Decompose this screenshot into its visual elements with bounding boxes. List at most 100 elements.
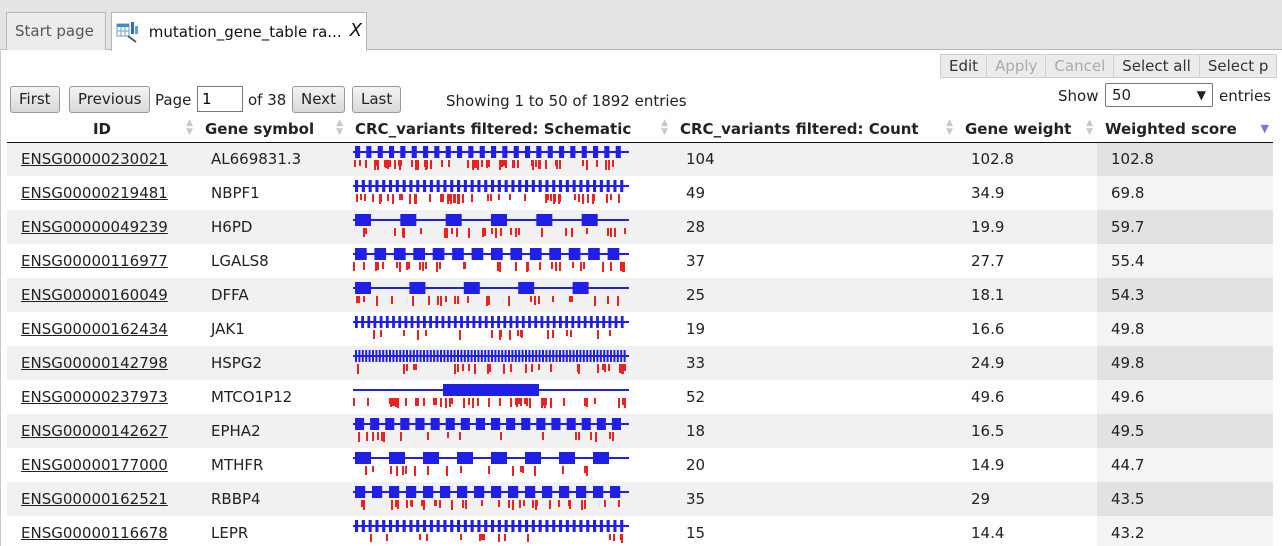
column-header-schematic[interactable]: CRC_variants filtered: Schematic ▲ ▼ bbox=[347, 116, 672, 143]
edit-toolbar: Edit Apply Cancel Select all Select p bbox=[940, 54, 1278, 78]
table-row[interactable]: ENSG00000142798 HSPG2 33 24.9 49.8 bbox=[7, 346, 1273, 380]
table-file-icon bbox=[116, 21, 138, 43]
gene-weight-cell: 14.9 bbox=[971, 456, 1005, 474]
close-icon[interactable]: X bbox=[349, 20, 362, 41]
tab-mutation-gene-table[interactable]: mutation_gene_table ra... X bbox=[111, 12, 367, 51]
gene-schematic-graphic bbox=[353, 214, 629, 238]
gene-schematic-graphic bbox=[353, 282, 629, 306]
weighted-score-cell: 49.5 bbox=[1097, 414, 1273, 448]
column-header-count[interactable]: CRC_variants filtered: Count ▲ ▼ bbox=[672, 116, 957, 143]
gene-weight-cell: 14.4 bbox=[971, 524, 1005, 542]
table-row[interactable]: ENSG00000230021 AL669831.3 104 102.8 102.8 bbox=[7, 142, 1273, 176]
gene-symbol-cell: AL669831.3 bbox=[197, 142, 347, 176]
page-label: Page bbox=[155, 91, 192, 109]
last-page-button[interactable]: Last bbox=[352, 86, 402, 113]
gene-symbol-cell: NBPF1 bbox=[211, 184, 260, 202]
column-header-gene-weight[interactable]: Gene weight ▲ ▼ bbox=[957, 116, 1097, 143]
table-row[interactable]: ENSG00000219481 NBPF1 49 34.9 69.8 bbox=[7, 176, 1273, 210]
gene-id-link[interactable]: ENSG00000116977 bbox=[21, 252, 168, 270]
schematic-cell bbox=[347, 278, 672, 312]
column-header-id[interactable]: ID ▲ ▼ bbox=[7, 116, 197, 143]
weighted-score-cell: 54.3 bbox=[1097, 278, 1273, 312]
schematic-cell bbox=[347, 414, 672, 448]
gene-id-link[interactable]: ENSG00000237973 bbox=[21, 388, 168, 406]
table-row[interactable]: ENSG00000162521 RBBP4 35 29 43.5 bbox=[7, 482, 1273, 516]
show-label: Show bbox=[1058, 87, 1099, 105]
next-page-button[interactable]: Next bbox=[292, 86, 345, 113]
cancel-button[interactable]: Cancel bbox=[1045, 54, 1115, 78]
gene-weight-cell: 102.8 bbox=[957, 142, 1097, 176]
count-cell: 19 bbox=[686, 320, 706, 338]
gene-id-link[interactable]: ENSG00000162521 bbox=[21, 490, 168, 508]
table-body: ENSG00000230021 AL669831.3 104 102.8 102.8 EN… bbox=[7, 142, 1273, 546]
weighted-score-cell: 49.6 bbox=[1097, 380, 1273, 414]
table-view: Edit Apply Cancel Select all Select p Fi… bbox=[0, 51, 1282, 546]
column-header-gene-symbol[interactable]: Gene symbol ▲ ▼ bbox=[197, 116, 347, 143]
gene-id-link[interactable]: ENSG00000142627 bbox=[21, 422, 168, 440]
gene-id-cell: ENSG00000116678 bbox=[7, 516, 197, 546]
sort-icon: ▲ ▼ bbox=[186, 118, 193, 137]
gene-id-cell: ENSG00000142627 bbox=[7, 414, 197, 448]
weighted-score-cell: 59.7 bbox=[1097, 210, 1273, 244]
gene-id-cell: ENSG00000237973 bbox=[7, 380, 197, 414]
gene-id-link[interactable]: ENSG00000219481 bbox=[21, 184, 168, 202]
gene-symbol-cell: RBBP4 bbox=[197, 482, 347, 516]
gene-id-link[interactable]: ENSG00000230021 bbox=[21, 150, 168, 169]
table-row[interactable]: ENSG00000116678 LEPR 15 14.4 43.2 bbox=[7, 516, 1273, 546]
tab-title: mutation_gene_table ra... bbox=[148, 22, 342, 41]
previous-page-button[interactable]: Previous bbox=[69, 86, 151, 113]
gene-table: ID ▲ ▼ Gene symbol ▲ ▼ CRC_variants filtered… bbox=[7, 116, 1273, 546]
table-row[interactable]: ENSG00000177000 MTHFR 20 14.9 44.7 bbox=[7, 448, 1273, 482]
chevron-down-icon: ▼ bbox=[1196, 88, 1206, 102]
apply-button[interactable]: Apply bbox=[986, 54, 1047, 78]
sort-icon: ▲ ▼ bbox=[661, 118, 668, 137]
weighted-score-cell: 69.8 bbox=[1097, 176, 1273, 210]
table-row[interactable]: ENSG00000142627 EPHA2 18 16.5 49.5 bbox=[7, 414, 1273, 448]
gene-id-link[interactable]: ENSG00000116678 bbox=[21, 524, 168, 542]
gene-id-cell: ENSG00000162521 bbox=[7, 482, 197, 516]
count-cell: 33 bbox=[672, 346, 957, 380]
tab-strip: Start page mutation_gene_table ra... X bbox=[0, 0, 1282, 51]
count-cell: 20 bbox=[686, 456, 706, 474]
tab-start-page[interactable]: Start page bbox=[6, 12, 106, 50]
gene-weight-cell: 29 bbox=[957, 482, 1097, 516]
gene-id-link[interactable]: ENSG00000049239 bbox=[21, 218, 168, 236]
table-row[interactable]: ENSG00000160049 DFFA 25 18.1 54.3 bbox=[7, 278, 1273, 312]
gene-symbol-cell: LEPR bbox=[211, 524, 249, 542]
table-row[interactable]: ENSG00000237973 MTCO1P12 52 49.6 49.6 bbox=[7, 380, 1273, 414]
select-page-button[interactable]: Select p bbox=[1198, 54, 1278, 78]
gene-id-link[interactable]: ENSG00000142798 bbox=[21, 354, 168, 372]
gene-symbol-cell: MTCO1P12 bbox=[211, 388, 293, 406]
count-cell: 35 bbox=[672, 482, 957, 516]
gene-id-link[interactable]: ENSG00000160049 bbox=[21, 286, 168, 304]
sort-descending-icon: ▼ bbox=[1260, 122, 1269, 135]
gene-id-cell: ENSG00000116977 bbox=[7, 244, 197, 278]
schematic-cell bbox=[347, 380, 672, 414]
select-all-button[interactable]: Select all bbox=[1113, 54, 1200, 78]
edit-button[interactable]: Edit bbox=[940, 54, 988, 78]
table-row[interactable]: ENSG00000049239 H6PD 28 19.9 59.7 bbox=[7, 210, 1273, 244]
page-number-input[interactable] bbox=[197, 86, 243, 112]
count-cell: 37 bbox=[686, 252, 706, 270]
gene-symbol-cell: H6PD bbox=[197, 210, 347, 244]
first-page-button[interactable]: First bbox=[10, 86, 60, 113]
schematic-cell bbox=[347, 312, 672, 346]
gene-id-cell: ENSG00000160049 bbox=[7, 278, 197, 312]
column-header-weighted-score[interactable]: Weighted score ▼ bbox=[1097, 116, 1273, 143]
page-count: of 38 bbox=[248, 91, 287, 109]
gene-schematic-graphic bbox=[353, 248, 629, 272]
table-row[interactable]: ENSG00000162434 JAK1 19 16.6 49.8 bbox=[7, 312, 1273, 346]
gene-id-link[interactable]: ENSG00000162434 bbox=[21, 320, 168, 338]
schematic-cell bbox=[347, 516, 672, 546]
count-cell: 18 bbox=[672, 414, 957, 448]
gene-id-cell: ENSG00000177000 bbox=[7, 448, 197, 482]
gene-id-link[interactable]: ENSG00000177000 bbox=[21, 456, 168, 474]
schematic-cell bbox=[347, 176, 672, 210]
gene-weight-cell: 24.9 bbox=[957, 346, 1097, 380]
gene-schematic-graphic bbox=[353, 384, 629, 408]
table-row[interactable]: ENSG00000116977 LGALS8 37 27.7 55.4 bbox=[7, 244, 1273, 278]
entries-label: entries bbox=[1219, 87, 1271, 105]
gene-id-cell: ENSG00000142798 bbox=[7, 346, 197, 380]
gene-weight-cell: 19.9 bbox=[957, 210, 1097, 244]
page-size-select[interactable]: 50 ▼ bbox=[1105, 83, 1213, 107]
